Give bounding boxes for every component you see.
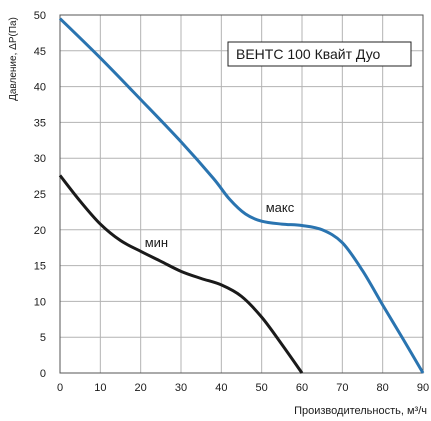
y-tick-label: 30 [34, 153, 46, 165]
x-tick-label: 30 [175, 382, 187, 394]
x-tick-label: 40 [215, 382, 227, 394]
y-tick-label: 20 [34, 225, 46, 237]
plot-frame [59, 14, 424, 374]
y-axis-label: Давление, ΔР(Па) [8, 17, 19, 101]
y-tick-label: 35 [34, 117, 46, 129]
x-axis-label: Производительность, м³/ч [294, 405, 427, 417]
y-tick-label: 40 [34, 82, 46, 94]
series-line-min [58, 174, 304, 374]
x-tick-label: 60 [296, 382, 308, 394]
y-tick-label: 10 [34, 296, 46, 308]
x-tick-label: 70 [336, 382, 348, 394]
grid [59, 14, 424, 374]
y-tick-label: 25 [34, 189, 46, 201]
series-line-max [58, 17, 425, 374]
y-tick-label: 0 [40, 368, 46, 380]
y-tick-label: 50 [34, 10, 46, 22]
legend-box: ВЕНТС 100 Квайт Дуо [227, 41, 412, 67]
x-tick-label: 50 [256, 382, 268, 394]
x-tick-label: 80 [377, 382, 389, 394]
y-tick-label: 45 [34, 46, 46, 58]
x-tick-label: 20 [135, 382, 147, 394]
y-tick-label: 15 [34, 261, 46, 273]
x-tick-label: 90 [417, 382, 429, 394]
series-label-max: макс [266, 200, 295, 215]
x-tick-label: 0 [57, 382, 63, 394]
legend-label: ВЕНТС 100 Квайт Дуо [236, 46, 381, 62]
x-tick-label: 10 [94, 382, 106, 394]
tick-labels: 0 10 20 30 40 50 60 70 80 90 0 5 10 15 20 25 30 35 40 45 50 [34, 10, 429, 394]
y-tick-label: 5 [40, 332, 46, 344]
series-label-min: мин [145, 235, 168, 250]
series-layer: макс мин [58, 17, 425, 374]
